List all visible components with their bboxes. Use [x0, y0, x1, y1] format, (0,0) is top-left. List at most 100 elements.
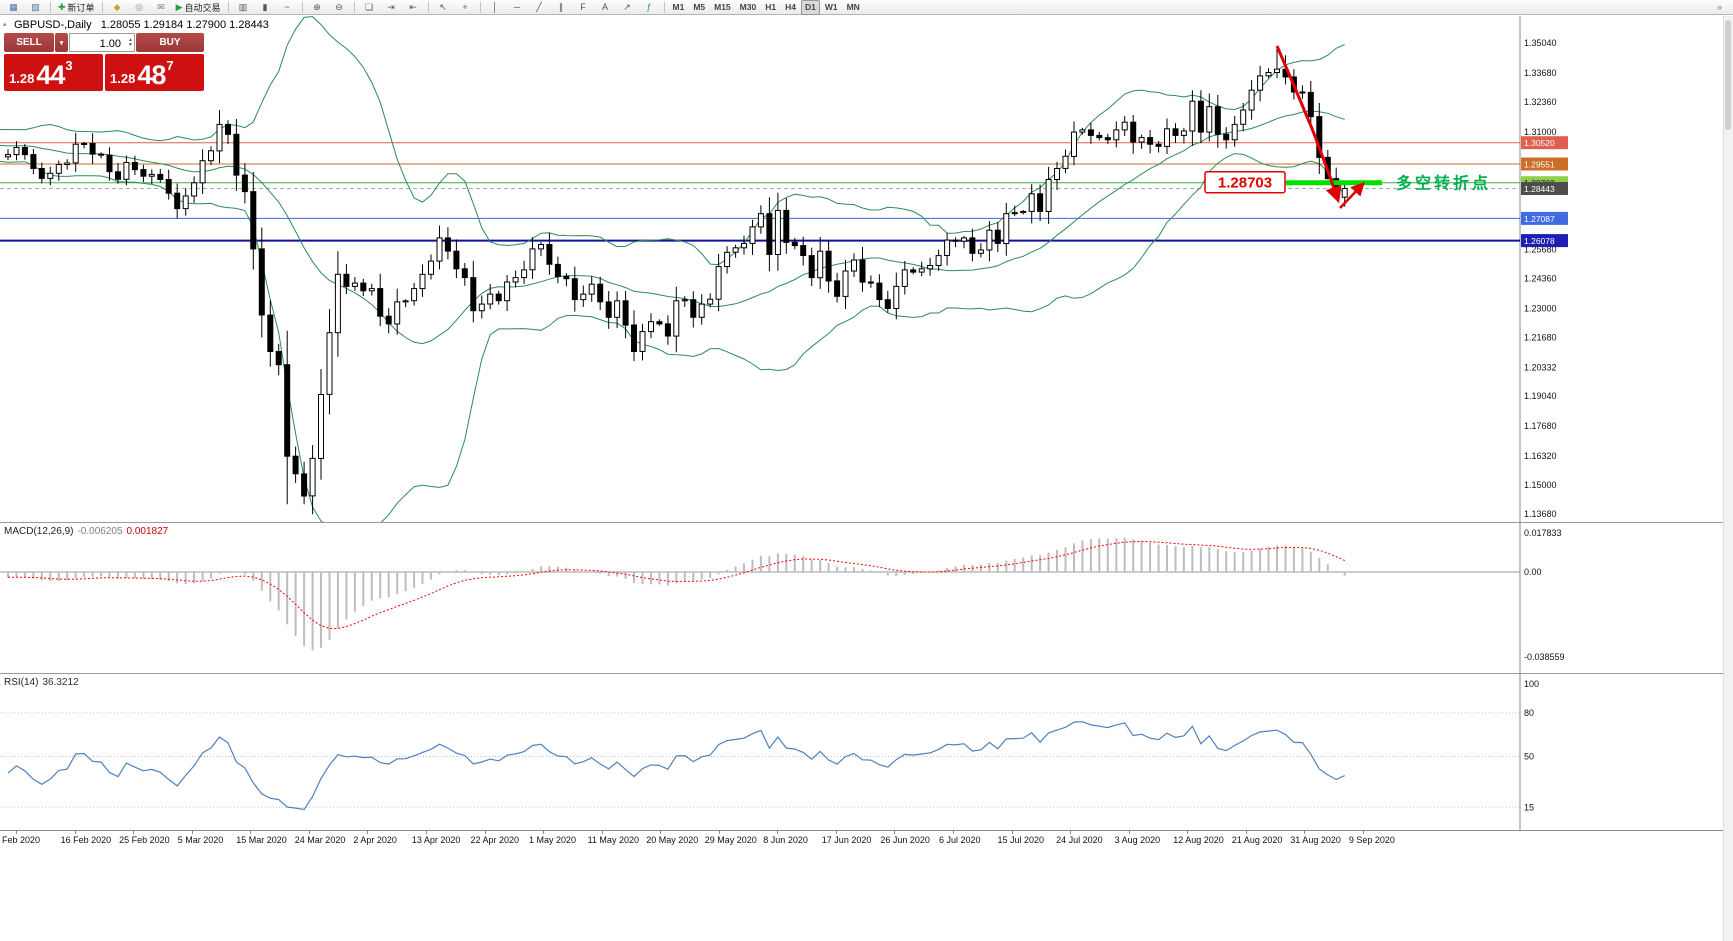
order-options-caret[interactable]: ▾: [55, 33, 68, 52]
buy-price-display[interactable]: 1.28 48 7: [105, 54, 204, 91]
chart-shift-icon[interactable]: ⇤: [403, 0, 424, 15]
bar-chart-icon[interactable]: ▥: [233, 0, 254, 15]
new-chart-icon: ▦: [9, 1, 18, 12]
time-axis-label: 16 Feb 2020: [60, 835, 112, 845]
toolbar-separator: [101, 1, 103, 13]
mql5-community-icon[interactable]: ◆: [107, 0, 128, 15]
volume-down-icon[interactable]: ▼: [128, 41, 133, 48]
timeframe-MN[interactable]: MN: [846, 2, 860, 12]
buy-price-prefix: 1.28: [110, 71, 136, 86]
time-axis-tick: [74, 831, 76, 834]
text-label-icon[interactable]: A: [595, 0, 616, 15]
turning-point-annotation[interactable]: 1.28703 多空转折点: [1204, 45, 1491, 209]
timeframe-M5[interactable]: M5: [693, 2, 706, 12]
buy-price-big: 48: [137, 60, 166, 90]
macd-axis[interactable]: 0.017833 0.00 -0.038559: [1524, 528, 1565, 662]
svg-text:1.28443: 1.28443: [1524, 184, 1555, 194]
buy-button[interactable]: BUY: [136, 33, 204, 52]
rsi-axis[interactable]: 100 80 50 15: [1524, 679, 1539, 812]
arrows-icon[interactable]: ↗: [617, 0, 638, 15]
symbol-name: GBPUSD-,Daily: [14, 19, 92, 31]
candlestick-chart-icon: ▮: [262, 1, 268, 12]
macd-signal-value: 0.001827: [126, 526, 169, 537]
autotrading-button[interactable]: ▶ 自动交易: [175, 1, 221, 13]
toolbar-separator: [353, 1, 355, 13]
svg-text:-0.038559: -0.038559: [1524, 652, 1565, 662]
line-chart-icon[interactable]: ~: [277, 0, 298, 15]
text-label-icon: A: [601, 1, 608, 12]
mailbox-icon[interactable]: ✉: [151, 0, 172, 15]
time-axis-label: 3 Aug 2020: [1114, 835, 1161, 845]
time-axis-tick: [1187, 831, 1189, 834]
panel-separator[interactable]: [0, 673, 1733, 674]
main-chart[interactable]: 1.35040 1.33680 1.32360 1.31000 1.25680 1.243…: [0, 16, 1733, 522]
svg-text:0.017833: 0.017833: [1524, 528, 1562, 538]
crosshair-icon: +: [462, 1, 468, 12]
vertical-line-icon[interactable]: │: [485, 0, 506, 15]
tile-windows-icon[interactable]: ❏: [359, 0, 380, 15]
horizontal-line-icon[interactable]: ─: [507, 0, 528, 15]
timeframe-D1[interactable]: D1: [800, 0, 820, 15]
cursor-icon: ↖: [439, 1, 447, 12]
time-axis-label: 22 Apr 2020: [470, 835, 520, 845]
time-axis-label: 5 Mar 2020: [177, 835, 224, 845]
volume-input[interactable]: [70, 35, 134, 53]
zoom-out-icon[interactable]: ⊖: [329, 0, 350, 15]
scrollbar-thumb[interactable]: [1725, 20, 1731, 130]
fibonacci-icon[interactable]: F: [573, 0, 594, 15]
ohlc-values: 1.28055 1.29184 1.27900 1.28443: [100, 19, 269, 31]
zoom-in-icon[interactable]: ⊕: [307, 0, 328, 15]
svg-text:1.17680: 1.17680: [1524, 421, 1557, 431]
fibonacci-icon: F: [580, 1, 586, 12]
alerts-icon[interactable]: ◎: [129, 0, 150, 15]
timeframe-H1[interactable]: H1: [765, 2, 777, 12]
volume-up-icon[interactable]: ▲: [128, 36, 133, 43]
price-axis[interactable]: 1.35040 1.33680 1.32360 1.31000 1.25680 1.243…: [1519, 16, 1557, 522]
sell-button[interactable]: SELL: [4, 33, 54, 52]
vertical-scrollbar[interactable]: [1723, 16, 1733, 941]
timeframe-H4[interactable]: H4: [785, 2, 796, 12]
trendline-icon[interactable]: ╱: [529, 0, 550, 15]
new-order-button[interactable]: ✚ 新订单: [58, 1, 95, 13]
candlestick-chart-icon[interactable]: ▮: [255, 0, 276, 15]
indicators-icon[interactable]: ƒ: [639, 0, 660, 15]
price-axis[interactable]: [1520, 16, 1572, 830]
time-axis-tick: [660, 831, 662, 834]
chart-profiles-icon[interactable]: ▧: [25, 0, 46, 15]
time-axis-label: 31 Aug 2020: [1290, 835, 1341, 845]
bounce-arrow: [1339, 182, 1365, 209]
new-chart-icon[interactable]: ▦: [3, 0, 24, 15]
time-axis[interactable]: Feb 2020 16 Feb 2020 25 Feb 2020 5 Mar 2020…: [0, 830, 1733, 848]
timeframe-M30[interactable]: M30: [739, 2, 757, 12]
rsi-panel[interactable]: 100 80 50 15: [0, 674, 1733, 830]
auto-scroll-icon[interactable]: ⇥: [381, 0, 402, 15]
svg-text:1.21680: 1.21680: [1524, 333, 1557, 343]
sell-price-display[interactable]: 1.28 44 3: [4, 54, 103, 91]
equidistant-channel-icon[interactable]: ∥: [551, 0, 572, 15]
timeframe-M1[interactable]: M1: [672, 2, 685, 12]
volume-field: ▲ ▼: [69, 33, 135, 53]
time-axis-tick: [191, 831, 193, 834]
svg-text:15: 15: [1524, 802, 1534, 812]
timeframe-W1[interactable]: W1: [824, 2, 838, 12]
svg-text:1.24360: 1.24360: [1524, 274, 1557, 284]
timeframe-M15[interactable]: M15: [714, 2, 731, 12]
macd-label: MACD(12,26,9) -0.006205 0.001827: [4, 526, 168, 537]
time-axis-tick: [953, 831, 954, 834]
zoom-in-icon: ⊕: [313, 1, 321, 12]
cursor-icon[interactable]: ↖: [433, 0, 454, 15]
svg-text:1.20332: 1.20332: [1524, 362, 1557, 372]
toolbar-overflow-icon: »: [1716, 1, 1722, 12]
new-order-button: ✚: [58, 1, 66, 12]
macd-panel[interactable]: 0.017833 0.00 -0.038559: [0, 523, 1733, 673]
one-click-collapse-icon[interactable]: ▴: [3, 21, 7, 28]
time-axis-tick: [1011, 831, 1013, 834]
svg-text:1.27087: 1.27087: [1524, 214, 1555, 224]
toolbar-overflow-icon[interactable]: »: [1709, 0, 1730, 15]
panel-separator[interactable]: [0, 522, 1733, 523]
auto-scroll-icon: ⇥: [387, 1, 395, 12]
equidistant-channel-icon: ∥: [558, 1, 564, 12]
crosshair-icon[interactable]: +: [455, 0, 476, 15]
time-axis-label: 15 Mar 2020: [236, 835, 287, 845]
trendline-icon: ╱: [536, 1, 542, 12]
